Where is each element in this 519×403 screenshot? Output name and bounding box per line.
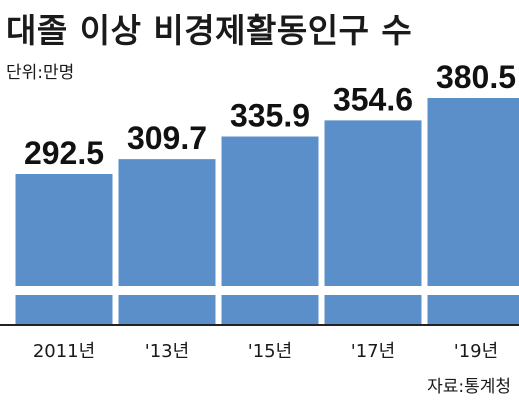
value-label-3: 354.6 [333, 81, 413, 117]
value-labels-layer: 292.5 309.7 335.9 354.6 380.5 [24, 59, 516, 171]
axis-break-gap-1 [117, 286, 217, 295]
chart-title: 대졸 이상 비경제활동인구 수 [6, 11, 413, 50]
x-tick-label-2: '15년 [248, 341, 292, 362]
bars-layer [14, 98, 519, 325]
bar-1 [118, 159, 216, 325]
x-tick-label-3: '17년 [351, 341, 395, 362]
value-label-4: 380.5 [436, 59, 516, 95]
axis-break-gap-4 [426, 286, 519, 295]
axis-break-gap-0 [14, 286, 114, 295]
bar-0 [15, 174, 113, 325]
axis-break-gap-3 [323, 286, 423, 295]
axis-break-gap-2 [220, 286, 320, 295]
x-tick-labels-layer: 2011년 '13년 '15년 '17년 '19년 [33, 341, 498, 362]
value-label-0: 292.5 [24, 135, 104, 171]
x-tick-label-0: 2011년 [33, 341, 95, 362]
unit-label: 단위:만명 [6, 63, 75, 83]
x-tick-label-1: '13년 [145, 341, 189, 362]
x-tick-label-4: '19년 [454, 341, 498, 362]
value-label-2: 335.9 [230, 98, 310, 134]
bar-2 [221, 136, 319, 325]
source-label: 자료:통계청 [427, 377, 511, 397]
value-label-1: 309.7 [127, 120, 207, 156]
